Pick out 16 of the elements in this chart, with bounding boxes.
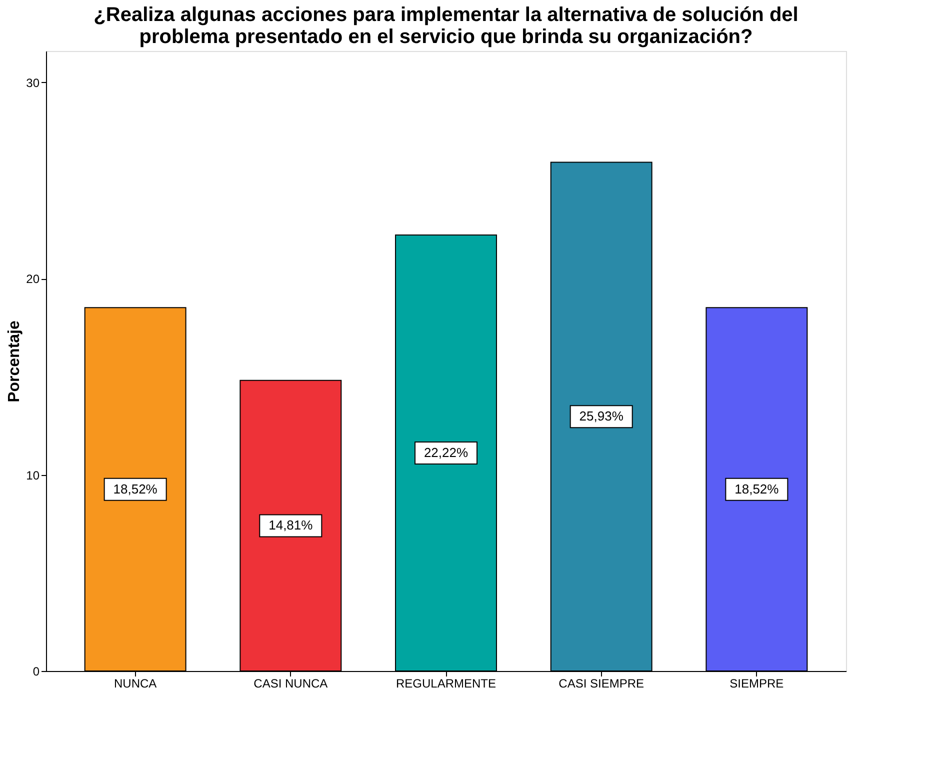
data-label: 18,52% [734, 481, 780, 496]
x-tick-label: NUNCA [114, 676, 157, 690]
y-axis-title: Porcentaje [6, 320, 24, 402]
data-label: 14,81% [268, 518, 314, 533]
data-label: 22,22% [424, 445, 468, 460]
x-tick-label: CASI NUNCA [254, 676, 328, 690]
y-tick-label: 30 [26, 76, 40, 90]
y-tick-label: 10 [26, 468, 40, 482]
y-tick-label: 20 [26, 272, 40, 286]
chart-title: ¿Realiza algunas acciones para implementar la alternativa de solución del problema presentado en el servicio que brinda su organización? [94, 4, 798, 48]
x-tick-label: SIEMPRE [730, 676, 784, 690]
data-label: 25,93% [579, 408, 624, 424]
x-tick-label: CASI SIEMPRE [558, 676, 644, 690]
y-tick-label: 0 [32, 664, 40, 678]
data-label: 18,52% [113, 481, 158, 496]
x-tick-label: REGULARMENTE [396, 676, 496, 690]
